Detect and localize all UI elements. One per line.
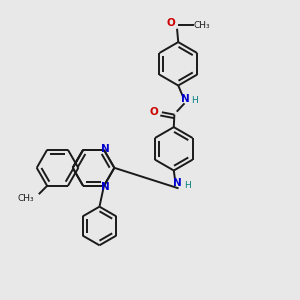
Text: N: N <box>181 94 190 103</box>
Text: H: H <box>184 181 190 190</box>
Text: O: O <box>150 107 158 117</box>
Text: O: O <box>167 18 176 28</box>
Text: N: N <box>101 144 110 154</box>
Text: CH₃: CH₃ <box>18 194 34 202</box>
Text: N: N <box>173 178 182 188</box>
Text: H: H <box>192 96 198 105</box>
Text: N: N <box>101 182 110 192</box>
Text: CH₃: CH₃ <box>194 21 210 30</box>
